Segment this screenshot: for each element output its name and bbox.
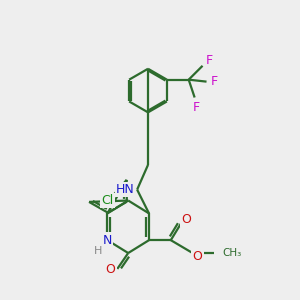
Text: O: O: [182, 213, 192, 226]
Text: HN: HN: [116, 183, 135, 196]
Text: F: F: [193, 101, 200, 114]
Text: O: O: [193, 250, 202, 263]
Text: CH₃: CH₃: [222, 248, 242, 258]
Text: F: F: [211, 75, 218, 88]
Text: O: O: [105, 263, 115, 276]
Text: N: N: [103, 234, 112, 247]
Text: F: F: [206, 54, 213, 67]
Text: Cl: Cl: [102, 194, 114, 207]
Text: H: H: [94, 246, 103, 256]
